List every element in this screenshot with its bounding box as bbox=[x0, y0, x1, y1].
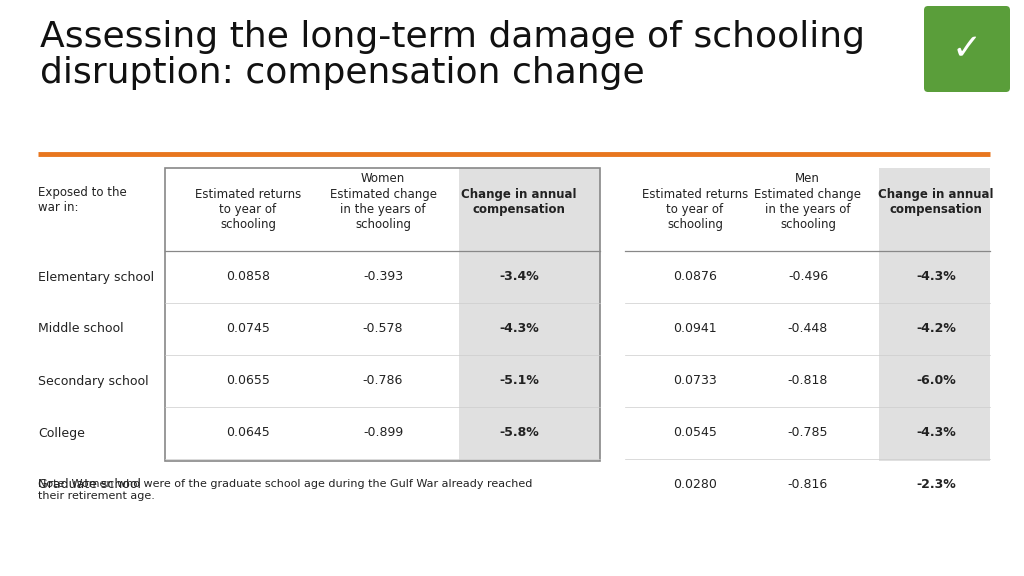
Text: -0.496: -0.496 bbox=[787, 271, 828, 283]
Bar bbox=[459, 168, 600, 461]
Text: -5.1%: -5.1% bbox=[499, 374, 539, 388]
FancyBboxPatch shape bbox=[924, 6, 1010, 92]
Text: Women: Women bbox=[360, 172, 404, 185]
Text: -4.2%: -4.2% bbox=[916, 323, 956, 335]
Text: Change in annual
compensation: Change in annual compensation bbox=[461, 188, 577, 216]
Text: Exposed to the
war in:: Exposed to the war in: bbox=[38, 186, 127, 214]
Text: 0.0941: 0.0941 bbox=[673, 323, 717, 335]
Text: -6.0%: -6.0% bbox=[916, 374, 955, 388]
Text: Elementary school: Elementary school bbox=[38, 271, 155, 283]
Text: College: College bbox=[38, 426, 85, 439]
Text: -0.899: -0.899 bbox=[362, 426, 403, 439]
Text: 0.0280: 0.0280 bbox=[673, 479, 717, 491]
Text: -0.816: -0.816 bbox=[787, 479, 828, 491]
Text: Secondary school: Secondary school bbox=[38, 374, 148, 388]
Text: Men: Men bbox=[795, 172, 820, 185]
Text: Assessing the long-term damage of schooling: Assessing the long-term damage of school… bbox=[40, 20, 865, 54]
Text: Estimated returns
to year of
schooling: Estimated returns to year of schooling bbox=[642, 188, 749, 231]
Text: 0.0733: 0.0733 bbox=[673, 374, 717, 388]
Text: disruption: compensation change: disruption: compensation change bbox=[40, 56, 645, 90]
Text: Estimated change
in the years of
schooling: Estimated change in the years of schooli… bbox=[330, 188, 436, 231]
Text: 0.0645: 0.0645 bbox=[226, 426, 270, 439]
Text: -2.3%: -2.3% bbox=[916, 479, 955, 491]
Text: -0.786: -0.786 bbox=[362, 374, 403, 388]
Text: Estimated returns
to year of
schooling: Estimated returns to year of schooling bbox=[195, 188, 301, 231]
Text: -4.3%: -4.3% bbox=[916, 271, 955, 283]
Text: Change in annual
compensation: Change in annual compensation bbox=[879, 188, 993, 216]
Text: -3.4%: -3.4% bbox=[499, 271, 539, 283]
Text: -0.818: -0.818 bbox=[787, 374, 828, 388]
Text: Graduate school: Graduate school bbox=[38, 479, 141, 491]
Text: 0.0745: 0.0745 bbox=[226, 323, 270, 335]
Text: ✓: ✓ bbox=[952, 32, 982, 66]
Text: Estimated change
in the years of
schooling: Estimated change in the years of schooli… bbox=[755, 188, 861, 231]
Text: -0.785: -0.785 bbox=[787, 426, 828, 439]
Text: 0.0858: 0.0858 bbox=[226, 271, 270, 283]
Text: -4.3%: -4.3% bbox=[916, 426, 955, 439]
Text: -0.578: -0.578 bbox=[362, 323, 403, 335]
Text: 0.0655: 0.0655 bbox=[226, 374, 270, 388]
Text: -5.8%: -5.8% bbox=[499, 426, 539, 439]
Text: Middle school: Middle school bbox=[38, 323, 124, 335]
Text: -0.393: -0.393 bbox=[362, 271, 403, 283]
Text: 0.0545: 0.0545 bbox=[673, 426, 717, 439]
Text: 0.0876: 0.0876 bbox=[673, 271, 717, 283]
Text: Note: Women who were of the graduate school age during the Gulf War already reac: Note: Women who were of the graduate sch… bbox=[38, 479, 532, 501]
Bar bbox=[165, 168, 600, 461]
Bar bbox=[879, 168, 990, 461]
Text: -0.448: -0.448 bbox=[787, 323, 828, 335]
Text: -4.3%: -4.3% bbox=[499, 323, 539, 335]
